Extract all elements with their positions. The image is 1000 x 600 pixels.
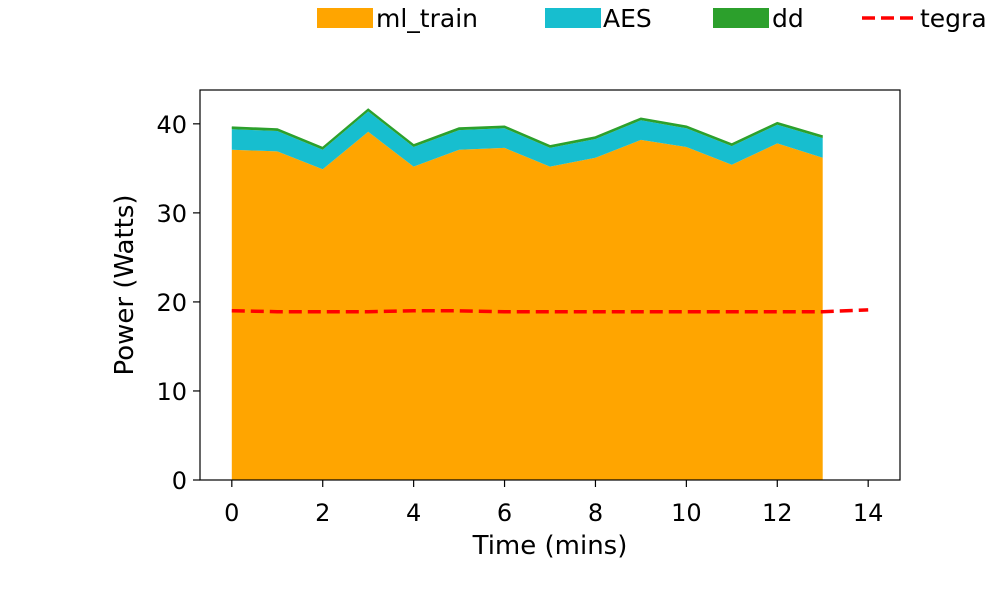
line-tegra [231,308,869,314]
y-tick-label: 20 [156,289,187,317]
x-tick-label: 8 [588,499,603,527]
x-tick-label: 10 [671,499,702,527]
x-axis: 0 2 4 6 8 10 12 14 [224,480,883,527]
legend-label: AES [603,4,652,33]
x-tick-label: 4 [406,499,421,527]
plot-area [199,89,901,481]
x-tick-label: 14 [853,499,884,527]
x-tick-label: 6 [497,499,512,527]
y-tick-label: 40 [156,111,187,139]
y-tick-label: 10 [156,378,187,406]
area-AES [231,111,823,170]
y-tick-label: 30 [156,200,187,228]
x-tick-label: 0 [224,499,239,527]
legend-swatch-ml-train [317,8,373,28]
y-axis: 0 10 20 30 40 [156,111,200,495]
series-lines [231,108,869,314]
y-axis-label: Power (Watts) [110,194,140,375]
legend-swatch-dd [713,8,769,28]
legend-label: tegra [920,4,987,33]
x-tick-label: 12 [762,499,793,527]
stack-top-edge [231,108,823,150]
legend-label: ml_train [376,4,478,33]
chart-legend: ml_train AES dd tegra [317,4,987,33]
y-tick-label: 0 [172,467,187,495]
x-axis-label: Time (mins) [472,531,628,561]
plot-frame [199,89,901,481]
legend-label: dd [772,4,804,33]
stacked-areas [231,109,823,481]
area-ml-train [231,131,823,481]
x-tick-label: 2 [315,499,330,527]
legend-swatch-AES [545,8,601,28]
